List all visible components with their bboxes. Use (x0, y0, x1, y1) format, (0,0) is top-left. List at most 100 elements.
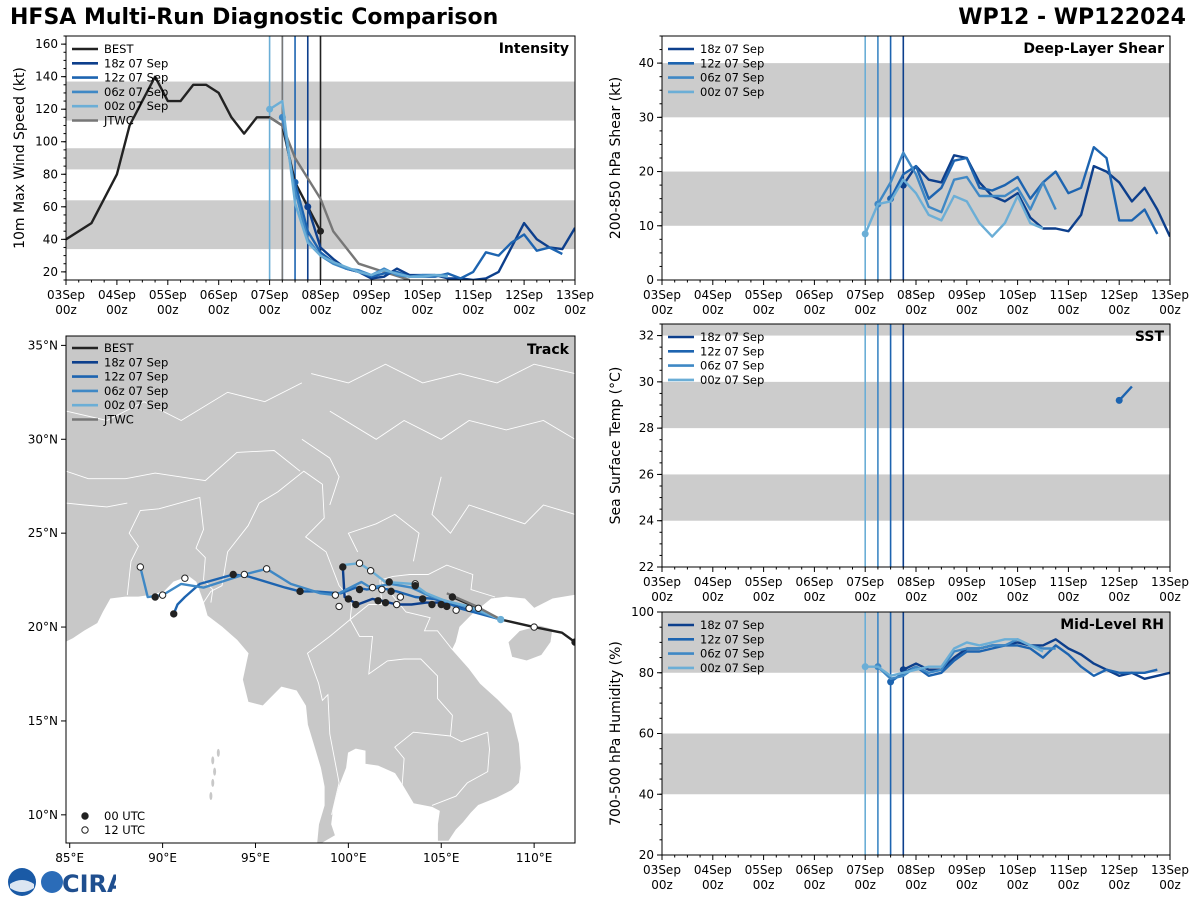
rh-ylabel: 700-500 hPa Humidity (%) (608, 641, 624, 826)
sst-band-0 (662, 474, 1170, 521)
page-title: HFSA Multi-Run Diagnostic Comparison (10, 5, 499, 30)
sst-ytick-label: 26 (639, 467, 654, 481)
shear-xtick-sublabel: 00z (651, 303, 673, 317)
intensity-xtick-sublabel: 00z (412, 303, 434, 317)
map-border-0 (126, 496, 206, 596)
intensity-ytick-label: 160 (35, 37, 58, 51)
intensity-ytick-label: 120 (35, 102, 58, 116)
sst-band-2 (662, 324, 1170, 336)
track-position-dot-5 (151, 593, 159, 601)
shear-xtick-sublabel: 00z (1159, 303, 1181, 317)
sst-xtick-sublabel: 00z (753, 590, 775, 604)
intensity-xtick-sublabel: 00z (157, 303, 179, 317)
rh-xtick-sublabel: 00z (905, 878, 927, 892)
rh-xtick-label: 11Sep (1049, 863, 1087, 877)
track-position-dot-20 (366, 567, 375, 575)
intensity-xtick-sublabel: 00z (462, 303, 484, 317)
track-position-dot-8 (181, 574, 189, 582)
map-border-3 (66, 450, 301, 482)
shear-xtick-sublabel: 00z (1108, 303, 1130, 317)
rh-legend-label-00z-07-sep: 00z 07 Sep (700, 661, 764, 675)
track-position-dot-13 (331, 591, 340, 599)
shear-xtick-label: 11Sep (1049, 288, 1087, 302)
shear-legend-label-06z-07-sep: 06z 07 Sep (700, 71, 764, 85)
storm-id: WP12 - WP122024 (958, 5, 1186, 30)
track-position-dot-24 (381, 598, 390, 607)
rh-xtick-sublabel: 00z (702, 878, 724, 892)
sst-xtick-sublabel: 00z (854, 590, 876, 604)
sst-xtick-sublabel: 00z (1108, 590, 1130, 604)
track-marker-legend-label-1: 12 UTC (104, 823, 145, 837)
shear-series-00z-07-sep (864, 178, 1044, 238)
intensity-ytick-label: 20 (43, 265, 58, 279)
track-position-dot-14 (335, 602, 343, 611)
sst-xtick-sublabel: 00z (956, 590, 978, 604)
rh-xtick-label: 06Sep (795, 863, 833, 877)
globe-icon (41, 871, 63, 893)
track-position-dot-34 (443, 602, 451, 611)
track-position-dot-17 (352, 600, 360, 609)
intensity-ytick-label: 140 (35, 70, 58, 84)
track-legend-label-00z-07-sep: 00z 07 Sep (104, 398, 168, 412)
track-xtick-label: 105°E (423, 851, 460, 865)
map-border-11 (431, 476, 575, 534)
intensity-legend-label-18z-07-sep: 18z 07 Sep (104, 56, 168, 70)
sst-legend-label-00z-07-sep: 00z 07 Sep (700, 373, 764, 387)
rh-xtick-sublabel: 00z (804, 878, 826, 892)
track-position-dot-4 (170, 610, 178, 618)
sst-ytick-label: 22 (639, 560, 654, 574)
shear-xtick-sublabel: 00z (702, 303, 724, 317)
sst-xtick-sublabel: 00z (1058, 590, 1080, 604)
intensity-series-group (66, 75, 575, 280)
intensity-xtick-sublabel: 00z (513, 303, 535, 317)
rh-xtick-label: 12Sep (1100, 863, 1138, 877)
track-position-dot-21 (368, 583, 377, 592)
track-position-dot-7 (136, 563, 145, 571)
intensity-xtick-sublabel: 00z (361, 303, 383, 317)
intensity-xtick-label: 08Sep (302, 288, 340, 302)
map-border-5 (306, 619, 351, 815)
track-position-dot-6 (158, 591, 167, 599)
track-position-dot-25 (385, 578, 393, 586)
shear-xtick-label: 03Sep (643, 288, 681, 302)
track-position-dot-23 (378, 585, 386, 594)
rh-xtick-label: 05Sep (745, 863, 783, 877)
sst-xtick-label: 12Sep (1100, 575, 1138, 589)
sst-band-1 (662, 381, 1170, 429)
track-ytick-label: 30°N (28, 432, 58, 446)
track-position-dot-2 (530, 623, 538, 631)
sst-xtick-label: 10Sep (999, 575, 1037, 589)
track-xtick-label: 95°E (241, 851, 270, 865)
intensity-xtick-label: 12Sep (505, 288, 543, 302)
shear-ytick-label: 20 (639, 165, 654, 179)
track-position-dot-1 (474, 604, 483, 612)
intensity-xtick-label: 11Sep (454, 288, 492, 302)
sst-xtick-sublabel: 00z (804, 590, 826, 604)
sst-legend-label-18z-07-sep: 18z 07 Sep (700, 330, 764, 344)
asia-landmass (66, 336, 575, 843)
intensity-legend-label-06z-07-sep: 06z 07 Sep (104, 85, 168, 99)
intensity-xtick-label: 09Sep (352, 288, 390, 302)
andaman-island-0 (211, 756, 215, 765)
shear-band-1 (662, 63, 1170, 118)
rh-ytick-label: 40 (639, 787, 654, 801)
map-border-4 (349, 619, 490, 806)
track-position-dot-32 (428, 600, 436, 609)
intensity-series-00z-07-sep (268, 99, 448, 278)
shear-ylabel: 200-850 hPa Shear (kt) (608, 77, 624, 239)
rh-xtick-label: 03Sep (643, 863, 681, 877)
sst-xtick-label: 13Sep (1151, 575, 1189, 589)
sst-ytick-label: 28 (639, 421, 654, 435)
track-position-dot-19 (355, 559, 364, 567)
shear-xtick-label: 12Sep (1100, 288, 1138, 302)
sst-xtick-sublabel: 00z (1159, 590, 1181, 604)
track-ytick-label: 10°N (28, 808, 58, 822)
intensity-xtick-label: 07Sep (251, 288, 289, 302)
shear-xtick-label: 06Sep (795, 288, 833, 302)
hainan-island (507, 624, 554, 662)
intensity-legend-label-jtwc: JTWC (103, 114, 134, 128)
shear-legend-label-18z-07-sep: 18z 07 Sep (700, 42, 764, 56)
track-position-dot-36 (465, 604, 473, 612)
shear-ytick-label: 40 (639, 56, 654, 70)
rh-series-group (861, 638, 1170, 686)
